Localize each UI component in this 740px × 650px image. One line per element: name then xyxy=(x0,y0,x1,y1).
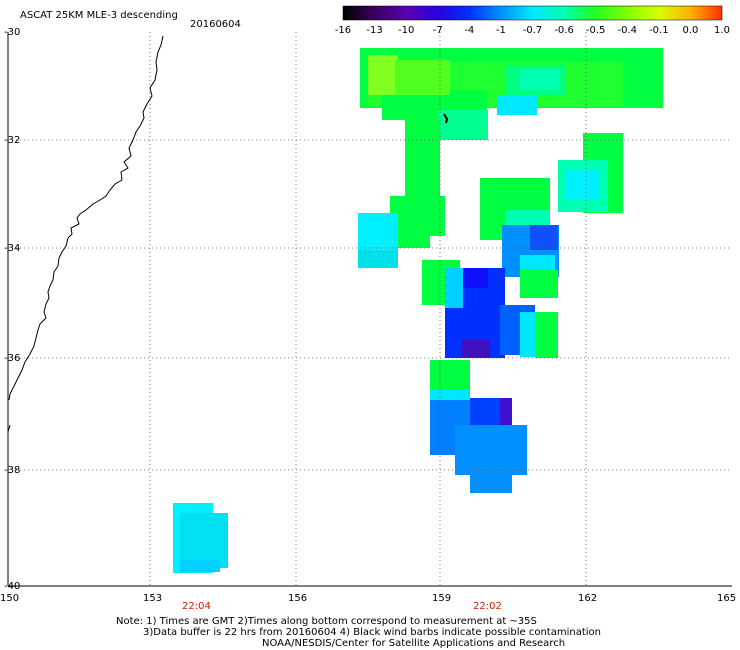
y-label: -30 xyxy=(4,27,21,38)
x-label: 150 xyxy=(0,593,20,604)
swath-block xyxy=(390,196,445,236)
y-label: -32 xyxy=(4,135,21,146)
y-label: -40 xyxy=(4,581,21,592)
x-label: 153 xyxy=(143,593,163,604)
x-label: 159 xyxy=(432,593,452,604)
swath-block xyxy=(455,425,527,475)
swath-block xyxy=(535,312,558,358)
y-label: -38 xyxy=(4,465,21,476)
colorbar-tick-label: -10 xyxy=(397,25,415,36)
swath-block xyxy=(520,270,558,298)
footer-credit: NOAA/NESDIS/Center for Satellite Applica… xyxy=(262,638,566,649)
x-label: 165 xyxy=(717,593,737,604)
colorbar-tick-label: -4 xyxy=(464,25,475,36)
swath-block xyxy=(358,250,398,268)
colorbar-tick-label: -0.4 xyxy=(617,25,637,36)
swath-block xyxy=(398,232,430,248)
time-label: 22:04 xyxy=(182,601,211,612)
colorbar-tick-label: -13 xyxy=(366,25,383,36)
colorbar-tick-label: -0.5 xyxy=(585,25,606,36)
y-label: -34 xyxy=(4,243,21,254)
map-title: ASCAT 25KM MLE-3 descending xyxy=(20,10,178,21)
colorbar xyxy=(342,5,723,21)
swath-block xyxy=(462,340,490,358)
x-label: 156 xyxy=(288,593,308,604)
swath-block xyxy=(520,70,560,90)
colorbar-gradient xyxy=(342,5,723,21)
swath-block xyxy=(565,170,600,200)
swath-block xyxy=(445,268,463,308)
footer-note-2: 3)Data buffer is 22 hrs from 20160604 4)… xyxy=(143,627,601,638)
coastline xyxy=(7,35,164,433)
colorbar-tick-label: -1 xyxy=(495,25,506,36)
swath-block xyxy=(180,513,228,568)
time-label: 22:02 xyxy=(473,601,502,612)
swath-block xyxy=(530,225,558,250)
colorbar-tick-label: -16 xyxy=(334,25,352,36)
grid xyxy=(8,32,732,586)
y-label: -36 xyxy=(4,353,21,364)
swath-block xyxy=(180,560,220,572)
colorbar-tick-label: -0.6 xyxy=(554,25,574,36)
colorbar-tick-label: -0.1 xyxy=(649,25,669,36)
x-label: 162 xyxy=(578,593,598,604)
wind-swath xyxy=(173,48,663,573)
swath-block xyxy=(497,95,537,115)
swath-block xyxy=(395,60,450,95)
contamination-barb xyxy=(443,113,449,124)
colorbar-tick-label: -7 xyxy=(432,25,443,36)
axis-frame xyxy=(7,32,732,587)
swath-block xyxy=(463,268,488,288)
swath-block xyxy=(500,398,512,426)
map-date: 20160604 xyxy=(190,19,241,30)
swath-block xyxy=(368,55,398,95)
colorbar-tick-label: -0.7 xyxy=(522,25,543,36)
colorbar-tick-label: 0.0 xyxy=(682,25,699,36)
colorbar-tick-label: 1.0 xyxy=(714,25,730,36)
swath-block xyxy=(430,360,470,390)
swath-block xyxy=(405,120,440,200)
swath-block xyxy=(520,312,535,357)
swath-block xyxy=(470,470,512,493)
swath-block xyxy=(438,110,488,140)
footer-note-1: Note: 1) Times are GMT 2)Times along bot… xyxy=(116,616,537,627)
